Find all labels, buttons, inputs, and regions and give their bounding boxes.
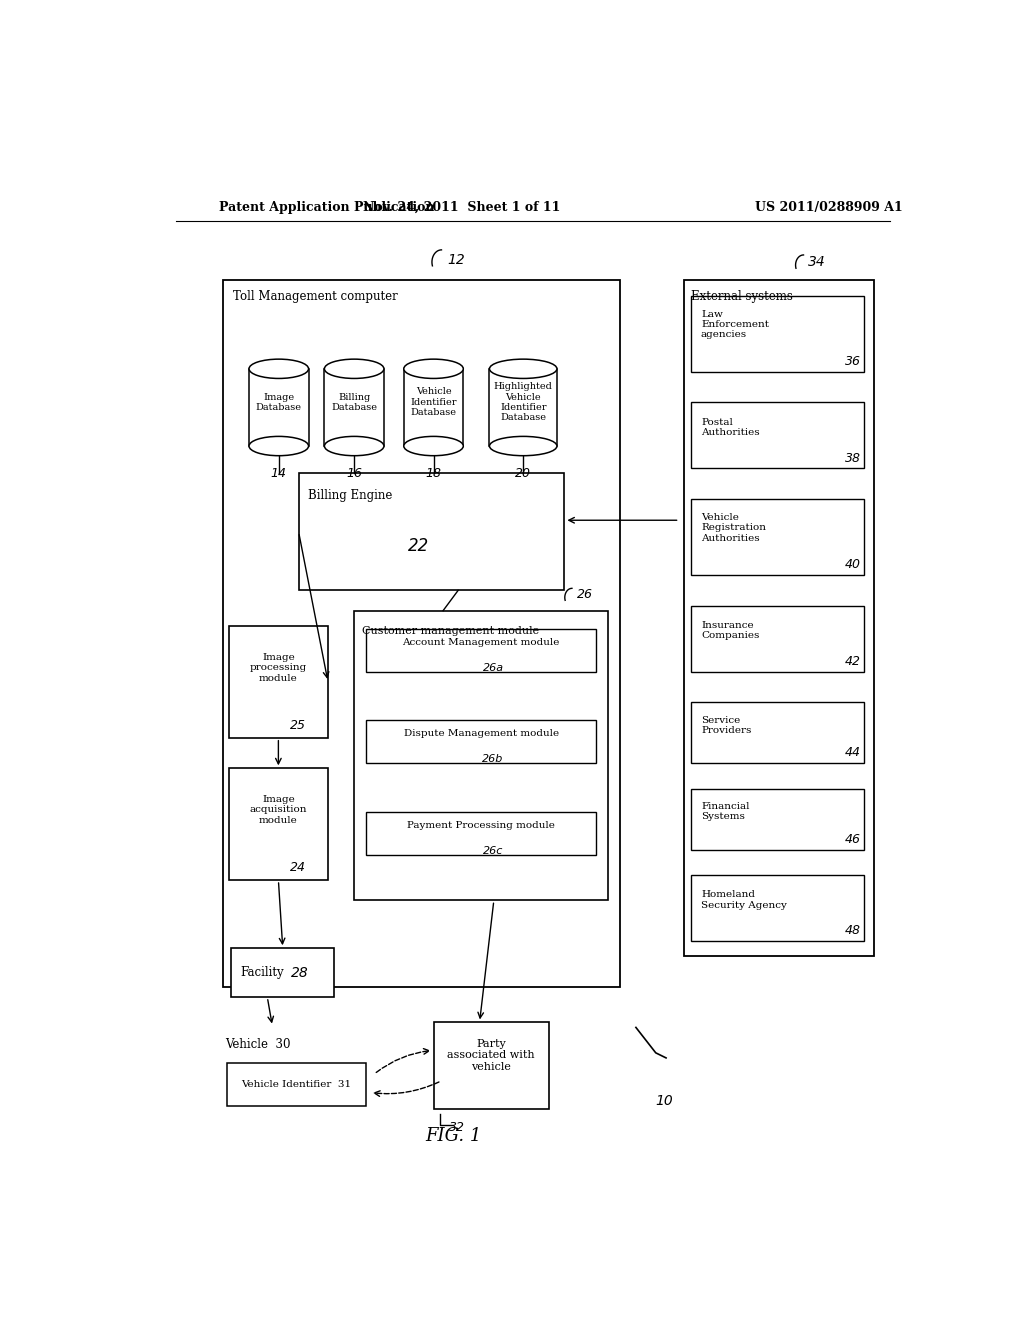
Text: Financial
Systems: Financial Systems	[701, 803, 750, 821]
Text: FIG. 1: FIG. 1	[425, 1127, 481, 1146]
Ellipse shape	[325, 437, 384, 455]
Ellipse shape	[403, 359, 463, 379]
Text: 26: 26	[577, 587, 593, 601]
Text: 40: 40	[845, 558, 860, 572]
Bar	[489, 368, 557, 446]
Bar	[367, 812, 596, 854]
Text: Nov. 24, 2011  Sheet 1 of 11: Nov. 24, 2011 Sheet 1 of 11	[362, 201, 560, 214]
Ellipse shape	[249, 359, 308, 379]
Text: Highlighted
Vehicle
Identifier
Database: Highlighted Vehicle Identifier Database	[494, 383, 553, 422]
Bar	[691, 499, 864, 576]
Bar	[403, 368, 463, 446]
Bar	[228, 626, 328, 738]
Text: 42: 42	[845, 655, 860, 668]
Bar	[691, 606, 864, 672]
Text: Insurance
Companies: Insurance Companies	[701, 620, 760, 640]
Text: Party
associated with
vehicle: Party associated with vehicle	[447, 1039, 535, 1072]
Text: Customer management module: Customer management module	[362, 626, 540, 636]
Text: Payment Processing module: Payment Processing module	[408, 821, 555, 830]
Text: Billing Engine: Billing Engine	[308, 490, 392, 503]
Text: 25: 25	[290, 719, 306, 733]
Text: Vehicle
Registration
Authorities: Vehicle Registration Authorities	[701, 513, 766, 543]
Text: Dispute Management module: Dispute Management module	[403, 729, 559, 738]
Text: 44: 44	[845, 747, 860, 759]
Text: 18: 18	[426, 467, 441, 480]
Text: Law
Enforcement
agencies: Law Enforcement agencies	[701, 310, 769, 339]
Bar	[691, 296, 864, 372]
Bar	[325, 368, 384, 446]
Text: Image
processing
module: Image processing module	[250, 652, 307, 682]
Text: Patent Application Publication: Patent Application Publication	[219, 201, 435, 214]
Text: Vehicle  30: Vehicle 30	[225, 1039, 291, 1051]
Bar	[684, 280, 873, 956]
Text: External systems: External systems	[691, 290, 794, 304]
Text: Vehicle
Identifier
Database: Vehicle Identifier Database	[411, 388, 457, 417]
Bar	[691, 403, 864, 469]
Text: 14: 14	[270, 467, 287, 480]
Bar	[228, 768, 328, 880]
Text: 10: 10	[655, 1093, 674, 1107]
Bar	[223, 280, 621, 987]
Text: 32: 32	[450, 1121, 465, 1134]
Bar	[249, 368, 308, 446]
Text: 48: 48	[845, 924, 860, 937]
Text: Toll Management computer: Toll Management computer	[232, 290, 397, 304]
Bar	[354, 611, 608, 900]
Bar	[433, 1022, 549, 1109]
Bar	[367, 721, 596, 763]
Text: Image
acquisition
module: Image acquisition module	[250, 795, 307, 825]
Bar	[691, 702, 864, 763]
Text: Postal
Authorities: Postal Authorities	[701, 417, 760, 437]
Text: 34: 34	[808, 255, 826, 269]
Ellipse shape	[403, 437, 463, 455]
Text: 28: 28	[291, 965, 308, 979]
Bar	[691, 788, 864, 850]
Text: 12: 12	[447, 253, 465, 267]
Text: 38: 38	[845, 451, 860, 465]
Ellipse shape	[249, 437, 308, 455]
Ellipse shape	[489, 359, 557, 379]
Ellipse shape	[325, 359, 384, 379]
Bar	[227, 1063, 367, 1106]
Text: 20: 20	[515, 467, 531, 480]
Text: 36: 36	[845, 355, 860, 368]
Bar	[231, 948, 334, 997]
Text: Homeland
Security Agency: Homeland Security Agency	[701, 891, 786, 909]
Bar	[299, 474, 564, 590]
Text: Service
Providers: Service Providers	[701, 715, 752, 735]
Text: Account Management module: Account Management module	[402, 638, 560, 647]
Bar	[691, 875, 864, 941]
Ellipse shape	[489, 437, 557, 455]
Text: 46: 46	[845, 833, 860, 846]
Text: 26c: 26c	[483, 846, 503, 855]
Bar	[367, 630, 596, 672]
Text: Vehicle Identifier  31: Vehicle Identifier 31	[242, 1080, 351, 1089]
Text: 16: 16	[346, 467, 362, 480]
Text: Image
Database: Image Database	[256, 392, 302, 412]
Text: Billing
Database: Billing Database	[331, 392, 377, 412]
Text: 26a: 26a	[482, 663, 504, 673]
Text: 24: 24	[290, 862, 306, 874]
Text: 26b: 26b	[482, 754, 504, 764]
Text: US 2011/0288909 A1: US 2011/0288909 A1	[755, 201, 903, 214]
Text: 22: 22	[408, 537, 429, 554]
Text: Facility: Facility	[241, 966, 285, 979]
